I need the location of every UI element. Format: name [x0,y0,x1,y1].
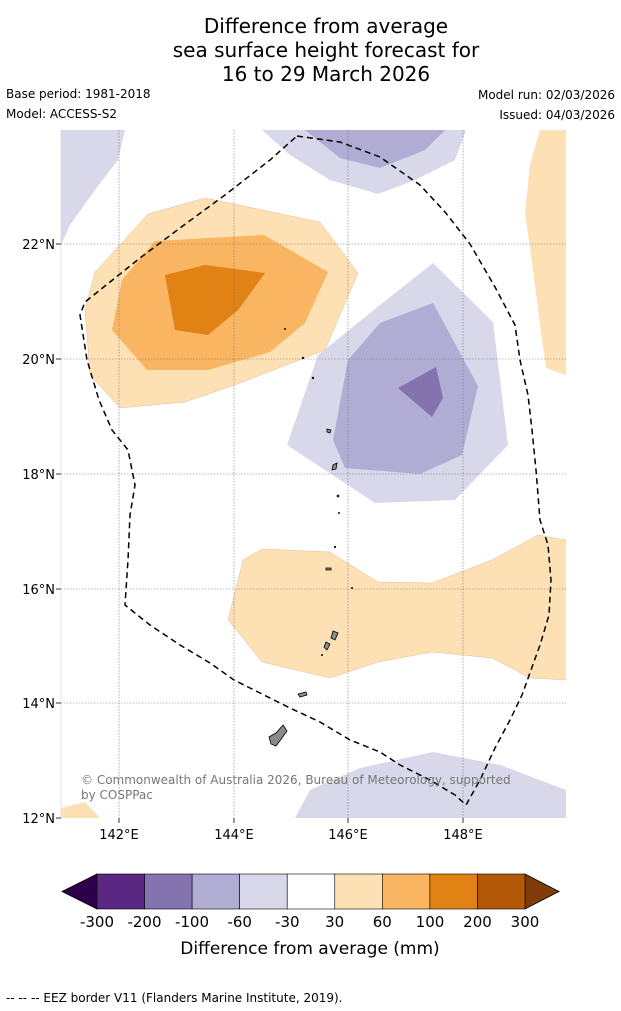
lon-label-148: 148°E [443,828,483,843]
island-tinian [323,641,331,651]
island-guam [268,724,288,747]
colorbar-over-arrow [524,873,560,910]
contour-neg-100-central [398,367,443,417]
island-guguan [337,512,340,515]
island-uracas [301,356,305,360]
issued-date: Issued: 04/03/2026 [499,108,615,122]
island-farallon-de-medinilla [320,654,323,657]
lat-label-22: 22°N [22,238,55,253]
colorbar-label-neg100: -100 [175,913,209,931]
island-sarigan [350,587,353,590]
colorbar-label-200: 200 [463,913,492,931]
title-line-2: sea surface height forecast for [172,38,480,62]
colorbar-segment [382,873,431,910]
model-run: Model run: 02/03/2026 [477,88,615,102]
island-agrihan [326,428,332,434]
contour-pos-30-south [228,535,566,680]
contour-pos-30-sw [61,802,100,818]
islands [268,327,353,747]
lat-ticks [56,243,61,819]
eez-footnote: -- -- -- EEZ border V11 (Flanders Marine… [6,991,343,1005]
lon-label-142: 142°E [99,828,139,843]
colorbar-label-neg60: -60 [227,913,252,931]
colorbar-label-30: 30 [325,913,344,931]
contour-neg-60-north [305,130,445,168]
contour-neg-30-nw [61,130,125,245]
colorbar-label-300: 300 [511,913,540,931]
colorbar: -300 -200 -100 -60 -30 30 60 100 200 300… [61,873,560,959]
colorbar-segment [334,873,383,910]
island-asuncion [336,494,340,498]
gridlines [61,130,566,818]
lon-label-146: 146°E [328,828,368,843]
colorbar-label-neg30: -30 [275,913,300,931]
lon-label-144: 144°E [214,828,254,843]
colorbar-title: Difference from average (mm) [180,939,439,959]
lat-label-20: 20°N [22,353,55,368]
lat-label-18: 18°N [22,468,55,483]
forecast-map: © Commonwealth of Australia 2026, Bureau… [22,130,566,959]
title-line-1: Difference from average [203,14,449,38]
colorbar-label-neg300: -300 [80,913,114,931]
lon-ticks [118,818,464,823]
contour-neg-30-south [295,752,566,818]
contour-pos-30-ne [525,130,566,375]
colorbar-segment [239,873,288,910]
base-period: Base period: 1981-2018 [6,87,151,101]
colorbar-segment [429,873,478,910]
island-pagan [331,462,338,471]
lat-label-14: 14°N [22,697,55,712]
colorbar-segment [191,873,240,910]
model-name: Model: ACCESS-S2 [6,107,118,121]
colorbar-segment [144,873,193,910]
contour-pos-100-nw [165,265,265,335]
colorbar-segment [286,873,336,910]
copyright-line-1: © Commonwealth of Australia 2026, Bureau… [81,773,511,787]
island-small-nw [283,327,286,330]
island-anatahan [325,567,332,571]
contour-layer [61,130,566,818]
colorbar-label-60: 60 [373,913,392,931]
lat-label-12: 12°N [22,812,55,827]
colorbar-label-100: 100 [416,913,445,931]
chart-title: Difference from average sea surface heig… [0,14,621,86]
lat-label-16: 16°N [22,583,55,598]
colorbar-segment [96,873,145,910]
colorbar-label-neg200: -200 [127,913,161,931]
colorbar-under-arrow [61,873,98,910]
island-alamagan [333,545,337,549]
eez-border [79,135,552,807]
title-line-3: 16 to 29 March 2026 [221,62,431,86]
copyright-line-2: by COSPPac [81,788,153,802]
colorbar-segment [477,873,526,910]
island-maug [311,376,315,380]
island-saipan [330,630,339,641]
island-rota [297,691,308,698]
